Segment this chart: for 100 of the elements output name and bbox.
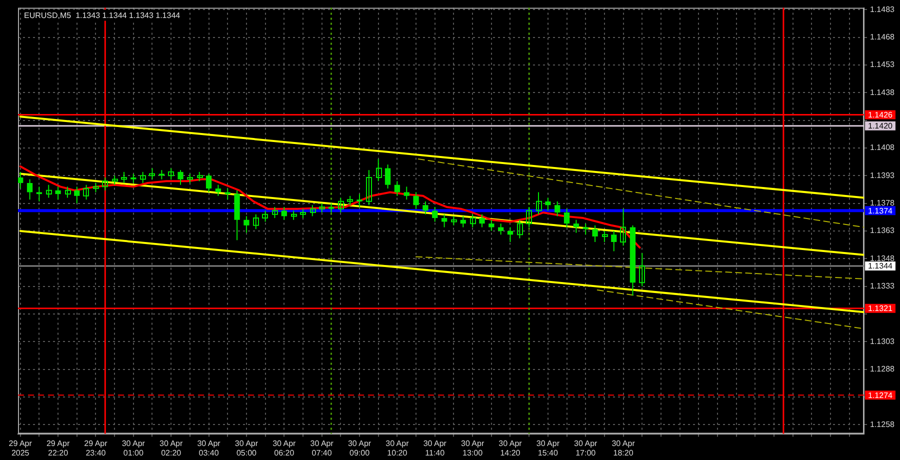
candlestick [376, 158, 382, 182]
candlestick [620, 208, 626, 246]
candlestick [356, 194, 362, 208]
candlestick [347, 195, 353, 206]
candlestick [498, 223, 504, 236]
candlestick [93, 182, 99, 193]
candlestick [244, 216, 250, 234]
y-tick-label: 1.1288 [870, 364, 896, 374]
candlestick [253, 214, 259, 230]
x-tick-label: 30 Apr 02:20 [160, 438, 183, 458]
x-tick-label: 29 Apr 23:40 [84, 438, 108, 458]
ref-line-label: 1.1420 [868, 122, 894, 131]
y-tick-label: 1.1303 [870, 336, 896, 346]
candlestick [602, 230, 608, 243]
candlestick [611, 230, 617, 252]
candlestick [215, 184, 222, 196]
y-tick-label: 1.1393 [870, 170, 896, 180]
candlestick [328, 202, 334, 213]
chart-title: EURUSD,M5 1.1343 1.1344 1.1343 1.1344 [24, 11, 181, 20]
candlestick [130, 173, 136, 184]
ref-line-label: 1.1344 [868, 262, 894, 271]
candlestick [121, 171, 127, 184]
x-tick-label: 30 Apr 14:20 [498, 438, 522, 458]
candlestick [300, 208, 306, 219]
candlestick [18, 171, 24, 190]
candlestick [639, 252, 645, 287]
candlestick [65, 186, 71, 198]
candlestick [422, 200, 428, 215]
candlestick [112, 175, 118, 186]
x-tick-label: 30 Apr 13:00 [460, 438, 484, 458]
candlestick [36, 186, 42, 202]
candlestick [281, 206, 287, 220]
candlestick [507, 226, 514, 243]
candlestick [545, 197, 551, 212]
candlestick [564, 208, 570, 228]
y-tick-label: 1.1348 [870, 254, 896, 263]
candlestick [272, 206, 278, 219]
x-tick-label: 30 Apr 06:20 [272, 438, 296, 458]
candlestick [206, 173, 212, 193]
candlestick [573, 219, 580, 234]
candlestick [470, 214, 476, 228]
x-tick-label: 29 Apr 22:20 [46, 438, 70, 458]
candlestick [592, 224, 598, 243]
candlestick [413, 192, 419, 210]
candlestick [168, 168, 174, 180]
y-tick-label: 1.1378 [870, 198, 896, 208]
candlestick [451, 216, 457, 226]
ref-line-label: 1.1274 [868, 390, 894, 400]
ref-line-label: 1.1426 [868, 110, 894, 120]
candlestick [224, 188, 230, 200]
y-tick-label: 1.1438 [870, 88, 896, 97]
x-tick-label: 30 Apr 18:20 [612, 438, 636, 458]
x-tick-label: 30 Apr 10:20 [386, 438, 410, 458]
candlestick [197, 171, 203, 182]
candlestick [554, 200, 560, 217]
candlestick [536, 192, 542, 215]
y-tick-label: 1.1453 [870, 60, 896, 70]
x-tick-label: 30 Apr 17:00 [574, 438, 598, 458]
y-tick-label: 1.1258 [870, 420, 896, 429]
candlestick [526, 206, 532, 228]
candlestick [83, 184, 89, 200]
candlestick [366, 170, 372, 206]
candlestick [441, 214, 448, 228]
x-tick-label: 30 Apr 03:40 [197, 438, 221, 458]
candlestick [404, 186, 410, 200]
x-tick-label: 30 Apr 07:40 [310, 438, 334, 458]
candlestick [140, 171, 146, 184]
candlestick [149, 168, 155, 180]
ref-line-label: 1.1321 [868, 304, 894, 314]
x-tick-label: 30 Apr 05:00 [234, 438, 258, 458]
candlestick [46, 184, 52, 198]
x-tick-label: 30 Apr 01:00 [122, 438, 146, 458]
y-tick-label: 1.1468 [870, 32, 896, 42]
y-tick-label: 1.1483 [870, 4, 896, 14]
candlestick [319, 202, 325, 213]
ref-line-label: 1.1374 [868, 206, 894, 216]
candlestick [394, 180, 400, 196]
x-tick-label: 30 Apr 15:40 [536, 438, 560, 458]
candlestick [262, 210, 268, 222]
x-tick-label: 29 Apr 2025 [8, 438, 32, 458]
y-tick-label: 1.1363 [870, 226, 896, 236]
candlestick [187, 173, 193, 184]
candlestick [432, 206, 438, 222]
y-tick-label: 1.1333 [870, 281, 896, 290]
y-tick-label: 1.1408 [870, 143, 896, 152]
candlestick [55, 186, 61, 200]
candlestick [460, 216, 466, 228]
candlestick [178, 170, 184, 186]
x-tick-label: 30 Apr 09:00 [348, 438, 372, 458]
candlestick [384, 164, 391, 190]
candlestick [74, 186, 80, 204]
candlestick [291, 210, 297, 220]
candlestick [338, 197, 344, 213]
x-tick-label: 30 Apr 11:40 [423, 438, 447, 458]
candlestick [102, 176, 108, 191]
candlestick [479, 214, 485, 228]
candlestick [517, 219, 523, 239]
candlestick [26, 178, 33, 200]
candlestick [310, 204, 316, 217]
candlestick [488, 219, 494, 232]
